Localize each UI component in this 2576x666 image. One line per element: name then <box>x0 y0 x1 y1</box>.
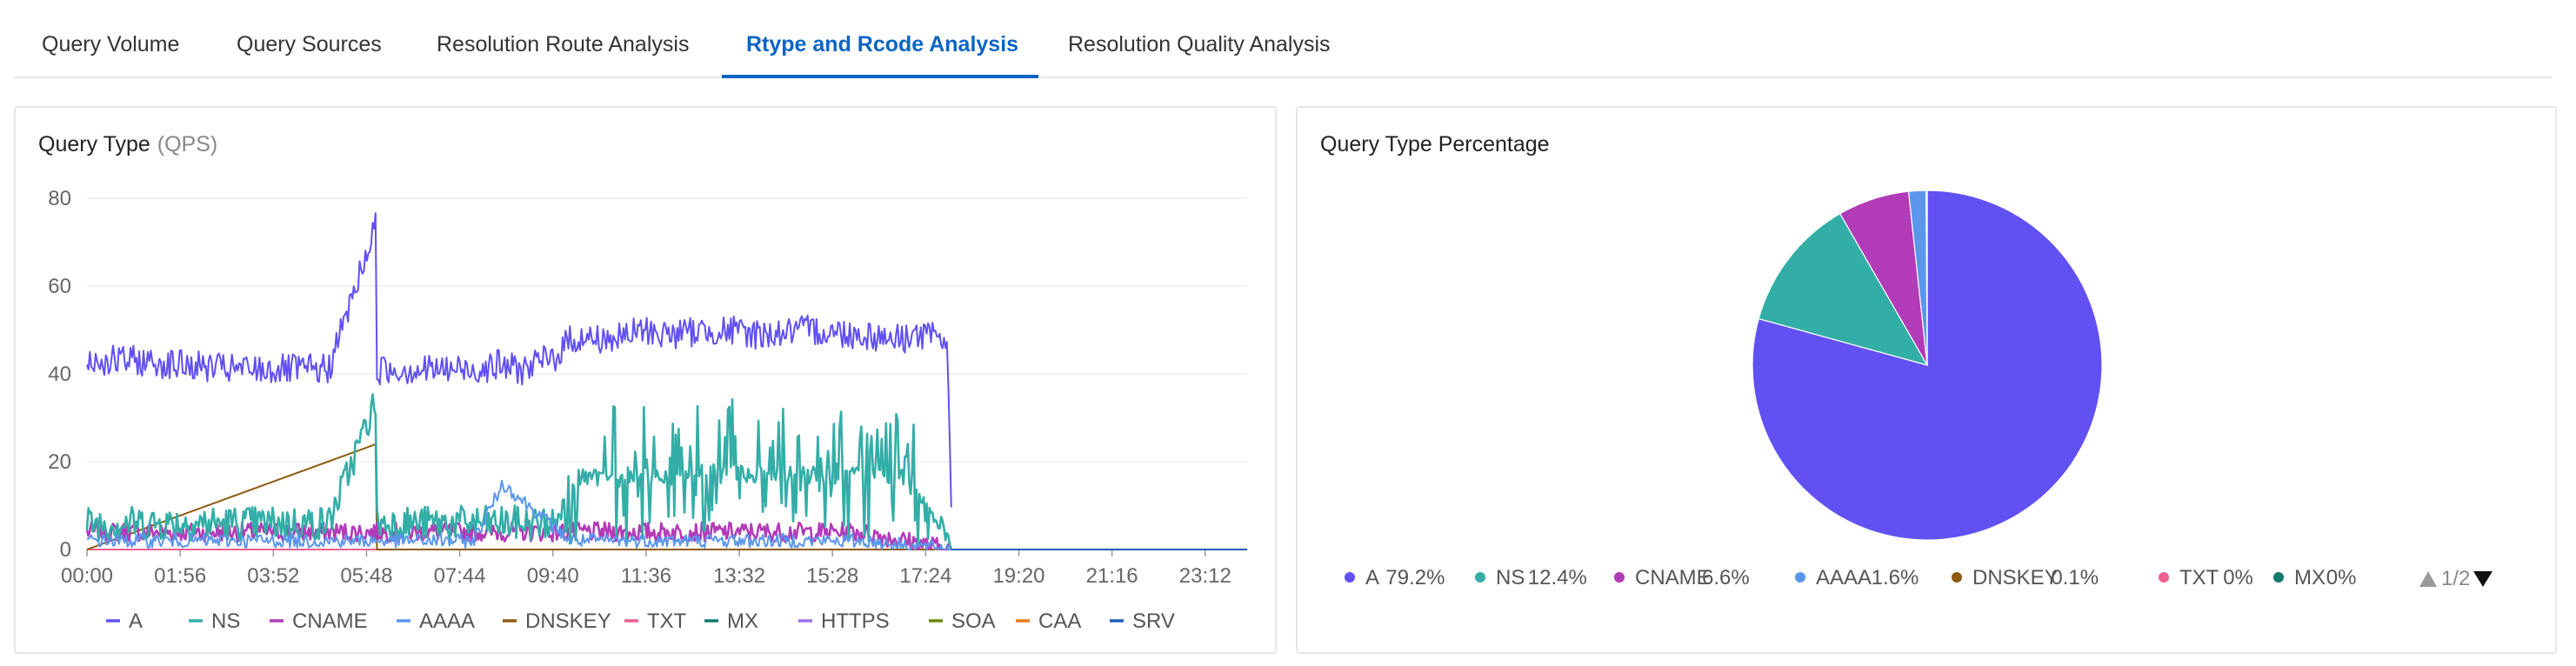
query-type-title: Query Type (QPS) <box>38 132 217 157</box>
query-type-percentage-title: Query Type Percentage <box>1320 132 1550 157</box>
legend-label-a: A <box>129 609 143 633</box>
pie-legend-label-ns: NS <box>1496 566 1525 589</box>
legend-label-srv: SRV <box>1132 609 1175 633</box>
pie-legend-value-aaaa: 1.6% <box>1872 566 1919 589</box>
pie-legend-dot-dnskey <box>1952 572 1962 583</box>
x-tick-label: 01:56 <box>154 564 206 588</box>
pie-legend-dot-mx <box>2273 572 2284 583</box>
panel-title-text: Query Type <box>38 132 150 157</box>
query-type-panel: Query Type (QPS) 0 20 40 60 80 00:00 01:56 03:52… <box>14 106 1277 654</box>
pie-legend-label-a: A <box>1365 566 1379 589</box>
tab-resolution-route-analysis[interactable]: Resolution Route Analysis <box>437 32 690 57</box>
x-tick-label: 15:28 <box>806 564 858 588</box>
pie-legend-dot-ns <box>1475 572 1485 583</box>
query-type-line-chart[interactable]: 0 20 40 60 80 00:00 01:56 03:52 05:48 07:44 09:40 1… <box>16 108 1275 652</box>
pie-legend-dot-aaaa <box>1795 572 1805 583</box>
pie-legend-value-cname: 6.6% <box>1702 566 1750 589</box>
pie-legend-value-dnskey: 0.1% <box>2051 566 2099 589</box>
pie-legend-value-mx: 0% <box>2326 566 2357 589</box>
x-tick-label: 23:12 <box>1179 564 1231 588</box>
x-tick-label: 03:52 <box>247 564 299 588</box>
tab-bar: Query Volume Query Sources Resolution Ro… <box>14 0 2552 78</box>
series-line-a <box>86 212 952 508</box>
legend-label-https: HTTPS <box>821 609 890 633</box>
legend-page-down-icon <box>2473 571 2493 587</box>
x-tick-label: 00:00 <box>61 564 113 588</box>
legend-page-up-icon <box>2419 571 2437 587</box>
x-tick-label: 09:40 <box>527 564 579 588</box>
x-tick-label: 17:24 <box>899 564 951 588</box>
series-line-dnskey <box>86 443 951 550</box>
pie-legend-value-a: 79.2% <box>1385 566 1445 589</box>
legend-label-dnskey: DNSKEY <box>525 609 611 633</box>
legend-label-txt: TXT <box>647 609 687 633</box>
y-tick-label: 20 <box>48 450 71 474</box>
legend-label-cname: CNAME <box>292 609 368 633</box>
x-tick-label: 19:20 <box>992 564 1044 588</box>
legend-label-mx: MX <box>727 609 758 633</box>
pie-legend-dot-a <box>1345 572 1355 583</box>
pie-legend-value-txt: 0% <box>2223 566 2253 589</box>
legend-page-indicator: 1/2 <box>2441 567 2470 590</box>
pie-legend-label-mx: MX <box>2294 566 2326 589</box>
tab-rtype-rcode-analysis[interactable]: Rtype and Rcode Analysis <box>746 32 1019 57</box>
y-tick-label: 0 <box>60 538 71 562</box>
legend-label-aaaa: AAAA <box>419 609 475 633</box>
pie-legend-label-dnskey: DNSKEY <box>1972 566 2059 589</box>
x-tick-label: 11:36 <box>621 564 671 588</box>
pie-slice-ns <box>1758 212 1929 366</box>
legend-label-soa: SOA <box>951 609 996 633</box>
tab-query-volume[interactable]: Query Volume <box>42 32 180 57</box>
query-type-percentage-panel: Query Type Percentage A 79.2% NS 12.4% CNAME… <box>1296 106 2557 654</box>
legend-label-caa: CAA <box>1038 609 1081 633</box>
panel-unit-text: (QPS) <box>157 132 218 157</box>
pie-legend-label-txt: TXT <box>2179 566 2219 589</box>
series-line-aaaa <box>86 479 951 550</box>
pie-slice-dnskey <box>1925 190 1928 366</box>
x-tick-label: 07:44 <box>434 564 486 588</box>
tab-resolution-quality-analysis[interactable]: Resolution Quality Analysis <box>1068 32 1331 57</box>
series-line-ns <box>85 393 952 549</box>
active-tab-indicator <box>722 75 1038 78</box>
y-tick-label: 40 <box>48 363 71 386</box>
legend-label-ns: NS <box>211 609 240 633</box>
pie-legend-dot-cname <box>1614 572 1625 583</box>
y-tick-label: 60 <box>48 275 71 298</box>
pie-legend-dot-txt <box>2159 572 2169 583</box>
tab-query-sources[interactable]: Query Sources <box>237 32 382 57</box>
pie-legend-value-ns: 12.4% <box>1528 566 1587 589</box>
x-tick-label: 05:48 <box>340 564 392 588</box>
x-tick-label: 13:32 <box>713 564 765 588</box>
pie-legend-label-cname: CNAME <box>1635 566 1711 589</box>
y-tick-label: 80 <box>48 187 71 210</box>
x-tick-label: 21:16 <box>1086 564 1138 588</box>
pie-legend-label-aaaa: AAAA <box>1816 566 1872 589</box>
